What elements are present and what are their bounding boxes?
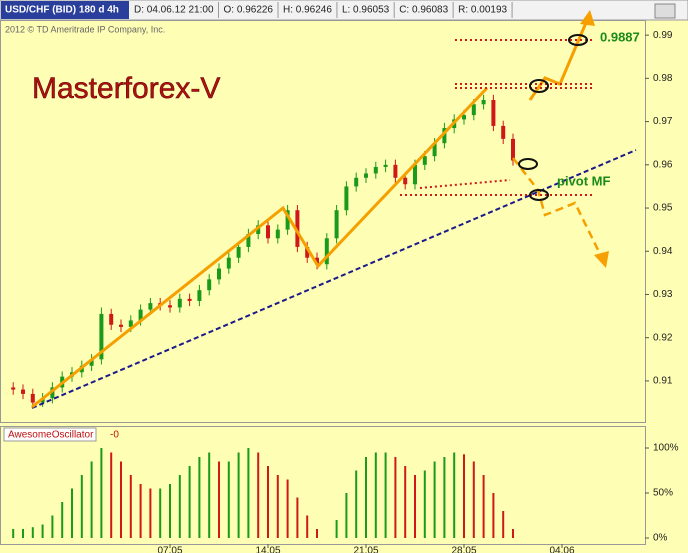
header-field: L: 0.96053 (342, 5, 390, 16)
x-tick-label: 14.05 (255, 546, 280, 553)
candle-body (99, 313, 104, 360)
candle-body (432, 143, 437, 157)
candle-body (442, 128, 447, 144)
level-line (419, 179, 511, 189)
level-annotation: 0.9887 (600, 29, 640, 44)
arrow-head (594, 251, 609, 268)
candle-body (148, 303, 153, 310)
x-tick-label: 07.05 (157, 546, 182, 553)
y-tick-label: 0.93 (653, 289, 673, 300)
candle-body (256, 225, 261, 234)
arrow-head (580, 10, 595, 26)
symbol: USD/CHF (BID) 180 d 4h (5, 5, 119, 16)
marker-ellipse (568, 34, 588, 46)
candle-body (344, 186, 349, 211)
candle-body (217, 268, 221, 280)
x-tick-label: 21.05 (353, 546, 378, 553)
header-field: C: 0.96083 (399, 5, 448, 16)
pivot-annotation: pivot MF (557, 173, 610, 188)
candle-body (481, 99, 486, 105)
header-fields: D: 04.06.12 21:00 O: 0.96226 H: 0.96246 L: … (134, 2, 513, 18)
candle-body (109, 313, 114, 325)
symbol-box (1, 1, 129, 19)
x-tick-label: 04.06 (549, 546, 574, 553)
brand-annotation: Masterforex-V (32, 72, 220, 105)
trend-line (31, 149, 637, 409)
candle-body (393, 164, 398, 178)
candle-body (373, 166, 378, 174)
y-tick-label: 0.98 (653, 73, 673, 84)
candle-body (30, 393, 35, 403)
candle-body (354, 177, 359, 187)
y-tick-label: 50% (653, 488, 673, 499)
candle-body (89, 359, 94, 366)
candle-body (21, 389, 25, 394)
candle-body (471, 104, 476, 116)
header-field: H: 0.96246 (283, 5, 332, 16)
candle-body (491, 99, 496, 126)
y-tick-label: 100% (653, 443, 679, 454)
oscillator-pane (0, 426, 646, 545)
candle-body (128, 320, 133, 327)
up-arrow (528, 17, 590, 101)
marker-ellipse (529, 79, 549, 93)
candle-body (50, 387, 55, 399)
down-arrow (512, 157, 604, 259)
candle-body (511, 138, 515, 161)
candle-body (187, 298, 192, 301)
y-tick-label: 0.94 (653, 246, 673, 257)
candle-body (266, 225, 270, 239)
candle-body (422, 156, 427, 165)
candle-body (501, 125, 506, 139)
candle-body (236, 246, 241, 258)
indicator-value: -0 (110, 430, 119, 441)
swing-line (31, 86, 489, 409)
candle-body (413, 164, 417, 185)
candle-body (462, 115, 466, 120)
candle-body (207, 279, 212, 291)
y-tick-label: 0% (653, 533, 668, 544)
header-field: O: 0.96226 (224, 5, 274, 16)
candle-body (315, 257, 319, 265)
candle-body (119, 324, 123, 327)
x-tick-label: 28.05 (451, 546, 476, 553)
candle-body (403, 177, 408, 185)
candle-body (383, 164, 388, 167)
candle-body (305, 246, 310, 258)
header-field: D: 04.06.12 21:00 (134, 5, 214, 16)
indicator-box (3, 427, 97, 442)
y-tick-label: 0.95 (653, 203, 673, 214)
candle-body (197, 290, 202, 301)
overlays (31, 10, 637, 409)
window-button[interactable] (654, 3, 676, 19)
candle-body (246, 233, 251, 247)
candle-body (226, 257, 231, 269)
indicator-title: AwesomeOscillator (8, 430, 94, 441)
y-tick-label: 0.96 (653, 159, 673, 170)
y-tick-label: 0.99 (653, 30, 673, 41)
y-tick-label: 0.92 (653, 332, 673, 343)
marks: 0.91 0.92 0.93 0.94 0.95 0.96 0.97 0.98 0.99 0% 50… (11, 30, 679, 553)
candle-body (334, 210, 339, 239)
candle-body (275, 229, 280, 239)
candle-body (177, 298, 182, 308)
price-pane (0, 20, 646, 423)
y-tick-label: 0.91 (653, 376, 673, 387)
candle-body (295, 210, 300, 247)
candle-body (285, 210, 290, 230)
marker-ellipse (518, 158, 538, 170)
candle-body (364, 173, 368, 178)
candle-body (168, 305, 172, 308)
marker-ellipse (529, 189, 549, 201)
candle-body (324, 238, 329, 265)
candle-body (138, 309, 143, 321)
copyright: 2012 © TD Ameritrade IP Company, Inc. (5, 24, 165, 34)
y-tick-label: 0.97 (653, 116, 673, 127)
header-field: R: 0.00193 (458, 5, 507, 16)
candle-body (11, 387, 16, 390)
